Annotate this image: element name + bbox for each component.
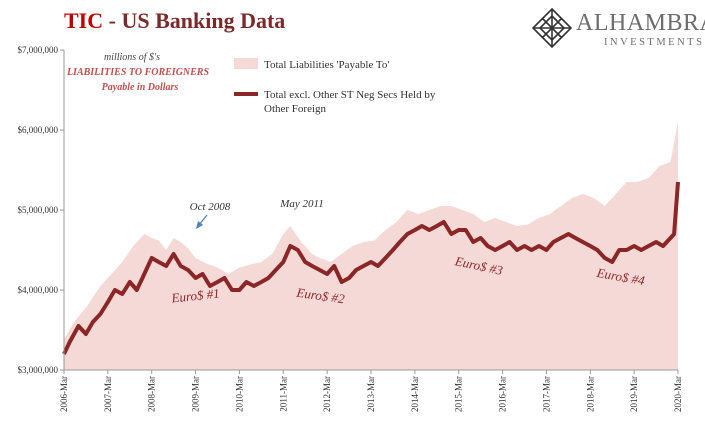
payable-label: Payable in Dollars (102, 82, 179, 93)
y-tick-label: $6,000,000 (18, 125, 59, 135)
x-tick-label: 2018-Mar (585, 376, 595, 412)
x-tick-label: 2020-Mar (673, 376, 683, 412)
x-tick-label: 2013-Mar (366, 376, 376, 412)
x-tick-label: 2011-Mar (278, 376, 288, 412)
oct-2008-label: Oct 2008 (190, 201, 231, 213)
may-2011-label: May 2011 (279, 198, 323, 210)
title-tic: TIC (64, 8, 104, 33)
series-area-total-liabilities (64, 122, 678, 370)
x-tick-label: 2007-Mar (103, 376, 113, 412)
series-line-total-excl (62, 181, 680, 355)
diamond-lattice-icon (532, 8, 572, 48)
y-tick-label: $3,000,000 (18, 365, 59, 375)
logo-brand: ALHAMBRA (576, 10, 705, 36)
chart-title: TIC - US Banking Data (64, 8, 285, 34)
legend-line-label-2: Other Foreign (264, 103, 327, 115)
arrow-icon (196, 214, 208, 229)
x-tick-label: 2016-Mar (498, 376, 508, 412)
x-tick-label: 2012-Mar (322, 376, 332, 412)
title-rest: - US Banking Data (108, 8, 286, 33)
x-tick-label: 2006-Mar (59, 376, 69, 412)
x-tick-label: 2010-Mar (234, 376, 244, 412)
x-tick-label: 2014-Mar (410, 376, 420, 412)
legend-area-label: Total Liabilities 'Payable To' (264, 59, 389, 71)
liabilities-label: LIABILITIES TO FOREIGNERS (66, 67, 210, 78)
y-tick-label: $7,000,000 (18, 45, 59, 55)
euro-2-label: Euro$ #2 (295, 285, 346, 307)
alhambra-logo: ALHAMBRA INVESTMENTS (530, 8, 705, 50)
x-tick-label: 2009-Mar (191, 376, 201, 412)
y-tick-label: $4,000,000 (18, 285, 59, 295)
x-tick-label: 2017-Mar (541, 376, 551, 412)
logo-subtitle: INVESTMENTS (604, 37, 705, 48)
x-tick-label: 2008-Mar (147, 376, 157, 412)
legend-area-swatch (234, 58, 258, 69)
euro-1-label: Euro$ #1 (170, 286, 221, 306)
y-tick-label: $5,000,000 (18, 205, 59, 215)
legend-line-label-1: Total excl. Other ST Neg Secs Held by (264, 89, 436, 101)
x-tick-label: 2015-Mar (454, 376, 464, 412)
units-label: millions of $'s (104, 52, 160, 63)
x-tick-label: 2019-Mar (629, 376, 639, 412)
